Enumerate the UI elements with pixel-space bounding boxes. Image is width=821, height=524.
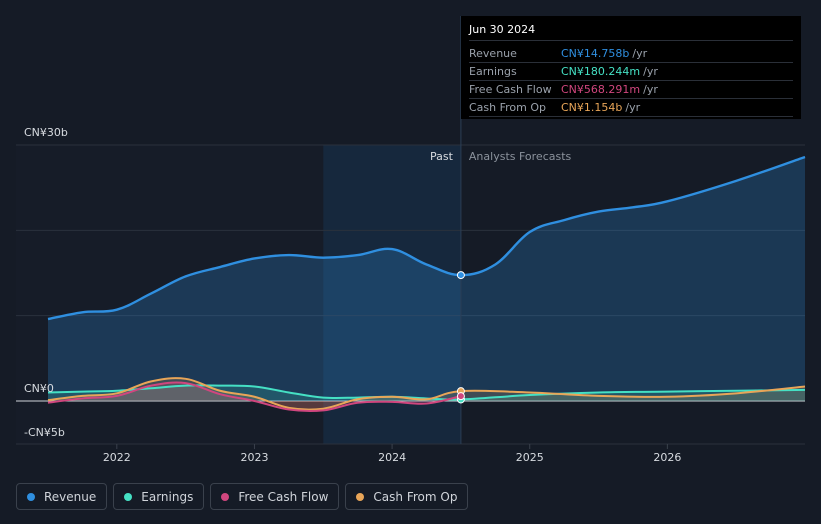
tooltip-label: Cash From Op: [469, 101, 547, 114]
past-label: Past: [430, 150, 454, 163]
gridlines: [16, 144, 805, 445]
x-tick-label: 2022: [103, 451, 131, 464]
legend: Revenue Earnings Free Cash Flow Cash Fro…: [16, 483, 469, 510]
y-tick-label: CN¥0: [24, 382, 54, 395]
tooltip-unit: /yr: [643, 65, 658, 78]
tooltip-unit: /yr: [625, 101, 641, 114]
tooltip-unit: /yr: [632, 47, 648, 60]
tooltip-row-earnings: Earnings CN¥180.244m /yr: [469, 63, 793, 81]
tooltip-value: CN¥1.154b: [561, 101, 623, 114]
tooltip-row-revenue: Revenue CN¥14.758b /yr: [469, 45, 793, 63]
legend-label: Cash From Op: [373, 489, 458, 504]
tooltip-row-free-cash-flow: Free Cash Flow CN¥568.291m /yr: [469, 81, 793, 99]
tooltip-label: Free Cash Flow: [469, 83, 552, 96]
legend-dot-icon: [124, 492, 133, 501]
free-cash-flow-point-marker: [456, 392, 465, 401]
x-axis: 2022 2023 2024 2025 2026: [103, 444, 681, 464]
tooltip-unit: /yr: [643, 83, 658, 96]
x-tick-label: 2023: [240, 451, 268, 464]
tooltip-value: CN¥180.244m: [561, 65, 641, 78]
y-axis: CN¥30b CN¥0 -CN¥5b: [24, 126, 68, 439]
cash-from-op-area: [48, 378, 805, 410]
x-tick-label: 2026: [653, 451, 681, 464]
legend-label: Revenue: [44, 489, 97, 504]
legend-item-cash-from-op[interactable]: Cash From Op: [345, 483, 469, 510]
legend-item-revenue[interactable]: Revenue: [16, 483, 108, 510]
x-tick-label: 2024: [378, 451, 406, 464]
tooltip-label: Revenue: [469, 47, 517, 60]
legend-item-earnings[interactable]: Earnings: [113, 483, 205, 510]
legend-label: Free Cash Flow: [238, 489, 329, 504]
y-tick-label: -CN¥5b: [24, 426, 65, 439]
legend-dot-icon: [221, 492, 230, 501]
free-cash-flow-area: [48, 382, 461, 412]
tooltip-value: CN¥568.291m: [561, 83, 641, 96]
revenue-point-marker: [456, 271, 465, 280]
tooltip-value: CN¥14.758b: [561, 47, 630, 60]
past-highlight-region: [323, 145, 461, 444]
free-cash-flow-line: [47, 381, 462, 413]
revenue-area: [48, 156, 805, 401]
revenue-line: [47, 155, 806, 321]
forecast-label: Analysts Forecasts: [469, 150, 572, 163]
tooltip-date: Jun 30 2024: [469, 23, 793, 41]
legend-label: Earnings: [141, 489, 194, 504]
cash-from-op-line: [47, 377, 806, 411]
earnings-line: [47, 384, 806, 401]
x-tick-label: 2025: [516, 451, 544, 464]
legend-item-free-cash-flow[interactable]: Free Cash Flow: [210, 483, 340, 510]
tooltip-label: Earnings: [469, 65, 517, 78]
legend-dot-icon: [27, 492, 35, 501]
hover-markers: [456, 271, 465, 404]
legend-dot-icon: [356, 492, 365, 501]
series-lines: [47, 155, 806, 413]
tooltip-row-cash-from-op: Cash From Op CN¥1.154b /yr: [469, 99, 793, 117]
y-tick-label: CN¥30b: [24, 126, 68, 139]
tooltip: Jun 30 2024 Revenue CN¥14.758b /yr Earni…: [461, 16, 801, 119]
